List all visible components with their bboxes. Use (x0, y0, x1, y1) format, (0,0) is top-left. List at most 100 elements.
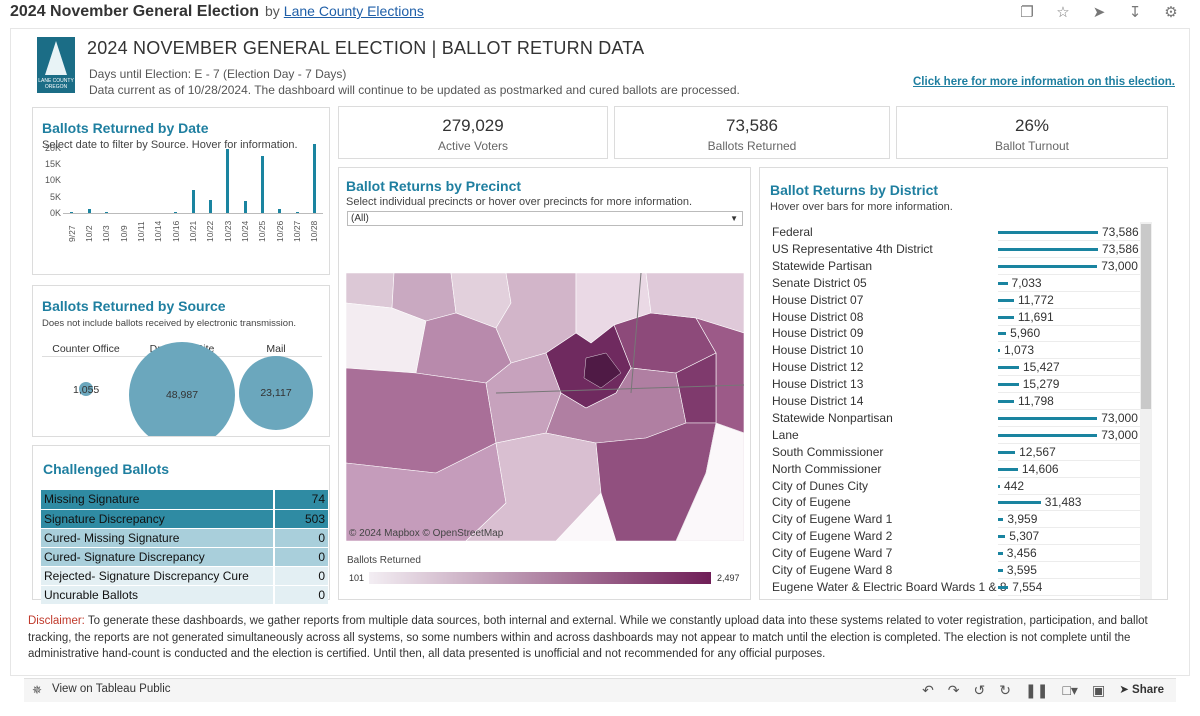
district-bar[interactable] (998, 484, 1000, 488)
district-name: House District 13 (772, 377, 864, 392)
redo-icon[interactable]: ↷ (947, 682, 960, 698)
precinct-map[interactable] (346, 273, 744, 541)
district-bar[interactable] (998, 450, 1016, 454)
district-row[interactable]: US Representative 4th District 73,586 (766, 241, 1151, 258)
district-row[interactable]: House District 08 11,691 (766, 309, 1151, 326)
district-bar[interactable] (998, 569, 1003, 572)
kpi-active-voters-value: 279,029 (442, 116, 504, 135)
undo-icon[interactable]: ↶ (922, 682, 934, 698)
district-bar[interactable] (998, 535, 1006, 539)
precinct-filter-select[interactable]: (All) ▼ (347, 211, 743, 226)
district-bar[interactable] (998, 281, 1008, 285)
district-value: 14,606 (1021, 461, 1059, 476)
revert-icon[interactable]: ↺ (973, 682, 986, 698)
share-icon[interactable]: ➤ (1092, 4, 1106, 21)
table-row[interactable]: Cured- Signature Discrepancy 0 (41, 547, 328, 567)
district-row[interactable]: House District 14 11,798 (766, 393, 1151, 410)
pause-icon[interactable]: ❚❚ (1025, 682, 1049, 698)
district-bar[interactable] (998, 383, 1019, 387)
disclaimer-label: Disclaimer: (28, 615, 85, 627)
table-row[interactable]: Signature Discrepancy 503 (41, 509, 328, 529)
row-divider (998, 290, 1151, 292)
table-row[interactable]: Missing Signature 74 (41, 490, 328, 510)
district-row[interactable]: House District 13 15,279 (766, 376, 1151, 394)
district-row[interactable]: Federal 73,586 (766, 224, 1151, 241)
district-bar[interactable] (998, 416, 1098, 420)
district-row[interactable]: House District 07 11,772 (766, 292, 1151, 309)
author-link[interactable]: Lane County Elections (283, 3, 424, 19)
district-bar[interactable] (998, 433, 1098, 437)
district-bar[interactable] (998, 467, 1018, 471)
table-row[interactable]: Uncurable Ballots 0 (41, 585, 328, 605)
date-bar-chart[interactable] (63, 142, 323, 214)
highway-line (630, 273, 642, 394)
date-bar[interactable] (312, 143, 316, 214)
district-row[interactable]: Lane 73,000 (766, 427, 1151, 444)
date-bar[interactable] (243, 200, 247, 214)
row-divider (998, 510, 1151, 512)
ballots-by-date-subtitle: Select date to filter by Source. Hover f… (42, 139, 298, 151)
district-row[interactable]: City of Eugene 31,483 (766, 494, 1151, 512)
date-bar[interactable] (278, 208, 282, 214)
district-row[interactable]: City of Eugene Ward 2 5,307 (766, 528, 1151, 546)
district-value: 11,798 (1018, 394, 1054, 408)
more-info-link[interactable]: Click here for more information on this … (913, 76, 1175, 88)
district-bar[interactable] (998, 247, 1098, 251)
district-bar[interactable] (998, 332, 1007, 336)
share-button[interactable]: ➤ Share (1119, 684, 1164, 696)
precinct-map-svg[interactable] (346, 273, 744, 541)
precinct-shape[interactable] (583, 352, 622, 389)
district-panel: Ballot Returns by District Hover over ba… (759, 167, 1168, 600)
district-row[interactable]: House District 10 1,073 (766, 342, 1151, 360)
view-on-tableau-link[interactable]: View on Tableau Public (52, 683, 171, 695)
date-bar[interactable] (208, 200, 212, 214)
settings-icon[interactable]: ⚙ (1164, 4, 1178, 21)
bubble-mail[interactable]: 23,117 (239, 356, 313, 430)
date-bar[interactable] (174, 211, 178, 214)
date-tick-label: 10/23 (222, 220, 233, 242)
district-bar[interactable] (998, 552, 1003, 556)
date-bar[interactable] (191, 190, 195, 214)
district-bar[interactable] (998, 585, 1009, 589)
comment-icon[interactable]: □▾ (1062, 682, 1078, 698)
date-bar[interactable] (226, 148, 230, 214)
bubble-drop-box[interactable]: 48,987 (129, 342, 235, 436)
precinct-shape[interactable] (346, 273, 395, 309)
district-bar[interactable] (998, 315, 1014, 319)
precinct-shape[interactable] (465, 432, 602, 541)
copy-icon[interactable]: ❐ (1020, 4, 1034, 21)
date-bar[interactable] (295, 211, 299, 214)
district-bar[interactable] (998, 298, 1014, 302)
district-bar[interactable] (998, 501, 1041, 505)
district-row[interactable]: City of Eugene Ward 1 3,959 (766, 511, 1151, 529)
district-bar[interactable] (998, 349, 1000, 353)
district-row[interactable]: City of Eugene Ward 8 3,595 (766, 562, 1151, 579)
table-row[interactable]: Cured- Missing Signature 0 (41, 528, 328, 548)
district-row[interactable]: South Commissioner 12,567 (766, 444, 1151, 461)
date-bar[interactable] (87, 209, 91, 214)
district-row[interactable]: North Commissioner 14,606 (766, 461, 1151, 478)
district-row[interactable]: Statewide Partisan 73,000 (766, 258, 1151, 275)
table-row[interactable]: Rejected- Signature Discrepancy Cure 0 (41, 566, 328, 586)
district-scrollbar[interactable] (1140, 222, 1152, 599)
district-bar[interactable] (998, 518, 1004, 522)
district-bar[interactable] (998, 264, 1098, 268)
refresh-icon[interactable]: ↻ (999, 682, 1011, 698)
date-tick-label: 10/25 (257, 220, 268, 242)
district-bar[interactable] (998, 231, 1098, 234)
district-row[interactable]: House District 09 5,960 (766, 325, 1151, 343)
download-icon[interactable]: ↧ (1128, 4, 1142, 21)
district-row[interactable]: House District 12 15,427 (766, 359, 1151, 377)
favorite-star-icon[interactable]: ☆ (1056, 4, 1070, 21)
district-row[interactable]: Statewide Nonpartisan 73,000 (766, 410, 1151, 427)
fullscreen-icon[interactable]: ▣ (1091, 682, 1106, 698)
district-bar[interactable] (998, 366, 1019, 370)
district-row[interactable]: Senate District 05 7,033 (766, 275, 1151, 292)
district-row[interactable]: City of Dunes City 442 (766, 478, 1151, 495)
scrollbar-thumb[interactable] (1141, 224, 1151, 409)
district-bar[interactable] (998, 400, 1015, 403)
bubble-counter-office[interactable] (79, 382, 93, 396)
date-bar[interactable] (260, 155, 264, 214)
district-row[interactable]: Eugene Water & Electric Board Wards 1 & … (766, 579, 1151, 596)
district-row[interactable]: City of Eugene Ward 7 3,456 (766, 545, 1151, 563)
